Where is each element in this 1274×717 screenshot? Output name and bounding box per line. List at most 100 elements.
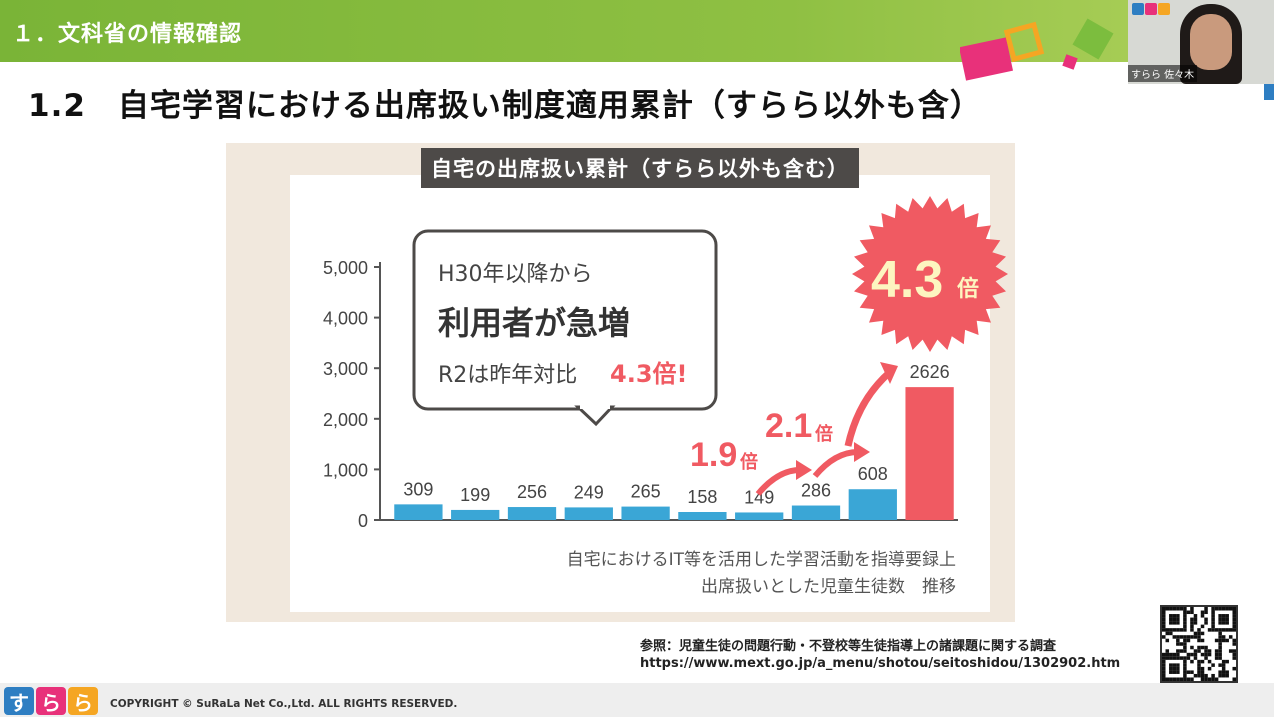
- qr-module: [1225, 607, 1229, 611]
- qr-module: [1183, 677, 1187, 681]
- qr-module: [1221, 621, 1226, 625]
- qr-module: [1183, 645, 1187, 650]
- qr-module: [1232, 652, 1236, 657]
- qr-module: [1186, 635, 1191, 639]
- qr-module: [1211, 624, 1215, 629]
- y-tick-label: 5,000: [323, 258, 368, 278]
- qr-module: [1186, 677, 1191, 681]
- bar-value-label: 199: [460, 485, 490, 505]
- qr-module: [1165, 607, 1170, 611]
- qr-module: [1183, 617, 1187, 622]
- qr-module: [1190, 610, 1194, 615]
- qr-module: [1218, 617, 1222, 622]
- qr-module: [1190, 645, 1194, 650]
- qr-module: [1179, 642, 1184, 646]
- qr-module: [1190, 670, 1194, 674]
- qr-module: [1190, 617, 1194, 622]
- qr-module: [1211, 621, 1215, 625]
- logo-char: ら: [68, 687, 98, 715]
- qr-module: [1207, 652, 1212, 657]
- qr-module: [1183, 614, 1187, 618]
- qr-module: [1169, 617, 1173, 622]
- qr-module: [1232, 617, 1236, 622]
- qr-module: [1172, 628, 1177, 632]
- qr-module: [1193, 631, 1198, 636]
- y-tick-label: 0: [358, 511, 368, 531]
- qr-module: [1172, 621, 1177, 625]
- qr-module: [1204, 607, 1208, 611]
- qr-module: [1176, 649, 1180, 653]
- badge-starburst: [852, 196, 1008, 352]
- qr-module: [1176, 614, 1180, 618]
- qr-module: [1183, 607, 1187, 611]
- qr-module: [1214, 628, 1219, 632]
- chart-caption-line-1: 自宅におけるIT等を活用した学習活動を指導要録上: [567, 550, 956, 570]
- qr-module: [1193, 617, 1198, 622]
- qr-module: [1211, 617, 1215, 622]
- qr-module: [1176, 607, 1180, 611]
- bar: [621, 506, 670, 520]
- y-tick-label: 1,000: [323, 460, 368, 480]
- qr-module: [1162, 624, 1166, 629]
- badge-suffix: 倍: [957, 276, 979, 302]
- qr-module: [1172, 652, 1177, 657]
- qr-module: [1165, 628, 1170, 632]
- qr-module: [1176, 628, 1180, 632]
- qr-module: [1218, 631, 1222, 636]
- qr-module: [1193, 614, 1198, 618]
- source-url[interactable]: https://www.mext.go.jp/a_menu/shotou/sei…: [640, 656, 1121, 671]
- qr-module: [1162, 666, 1166, 671]
- qr-module: [1169, 607, 1173, 611]
- qr-module: [1193, 649, 1198, 653]
- qr-module: [1232, 656, 1236, 660]
- qr-module: [1221, 635, 1226, 639]
- chart-title-banner: 自宅の出席扱い累計（すらら以外も含む）: [421, 148, 859, 188]
- qr-module: [1169, 652, 1173, 657]
- qr-module: [1228, 607, 1233, 611]
- qr-module: [1200, 677, 1205, 681]
- callout-line-1: H30年以降から: [438, 262, 593, 287]
- qr-module: [1211, 628, 1215, 632]
- qr-module: [1165, 638, 1170, 643]
- bar-value-label: 286: [801, 481, 831, 501]
- bar: [451, 509, 500, 520]
- qr-module: [1204, 656, 1208, 660]
- qr-module: [1169, 656, 1173, 660]
- qr-module: [1183, 656, 1187, 660]
- qr-module: [1190, 652, 1194, 657]
- y-tick-label: 2,000: [323, 410, 368, 430]
- qr-module: [1218, 645, 1222, 650]
- multiplier-label-1: 1.9: [690, 436, 737, 474]
- qr-module: [1197, 638, 1201, 643]
- qr-module: [1183, 659, 1187, 664]
- bar: [394, 504, 443, 520]
- qr-module: [1200, 638, 1205, 643]
- qr-module: [1162, 610, 1166, 615]
- qr-module: [1197, 631, 1201, 636]
- qr-module: [1197, 635, 1201, 639]
- qr-module: [1190, 659, 1194, 664]
- qr-module: [1200, 624, 1205, 629]
- qr-module: [1183, 666, 1187, 671]
- bar: [735, 512, 784, 520]
- qr-module: [1218, 642, 1222, 646]
- qr-module: [1225, 638, 1229, 643]
- qr-module: [1162, 621, 1166, 625]
- qr-module: [1172, 617, 1177, 622]
- qr-module: [1197, 666, 1201, 671]
- qr-module: [1232, 624, 1236, 629]
- qr-module: [1176, 663, 1180, 667]
- qr-module: [1162, 656, 1166, 660]
- qr-module: [1172, 656, 1177, 660]
- qr-module: [1169, 677, 1173, 681]
- qr-module: [1221, 659, 1226, 664]
- video-thumbnail[interactable]: すらら 佐々木: [1128, 0, 1274, 84]
- multiplier-suffix-1: 倍: [740, 451, 758, 473]
- qr-module: [1162, 628, 1166, 632]
- qr-code[interactable]: [1160, 605, 1238, 683]
- qr-module: [1179, 635, 1184, 639]
- qr-module: [1218, 649, 1222, 653]
- qr-module: [1176, 670, 1180, 674]
- qr-module: [1225, 673, 1229, 678]
